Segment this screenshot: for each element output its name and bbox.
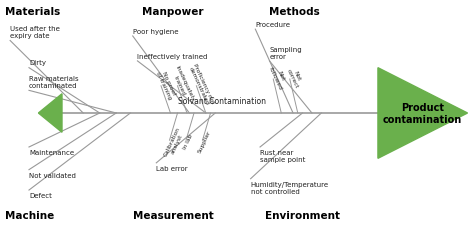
- Text: Not
correct: Not correct: [285, 66, 304, 89]
- Text: In lab: In lab: [182, 133, 194, 150]
- Text: Sampling
error: Sampling error: [270, 46, 302, 59]
- Text: Manpower: Manpower: [142, 7, 204, 17]
- Text: Not validated: Not validated: [29, 172, 76, 178]
- Text: Maintenance: Maintenance: [29, 150, 74, 155]
- Text: Dirty: Dirty: [29, 60, 46, 66]
- Text: Proficiency not
demonstrated: Proficiency not demonstrated: [187, 62, 215, 106]
- Text: No proof
of training: No proof of training: [155, 68, 177, 100]
- Text: Rust near
sample point: Rust near sample point: [260, 150, 305, 163]
- Text: Ineffectively trained: Ineffectively trained: [137, 53, 208, 59]
- Text: Procedure: Procedure: [255, 22, 291, 28]
- Polygon shape: [38, 94, 62, 133]
- Text: Machine: Machine: [5, 210, 55, 220]
- Text: Measurement: Measurement: [133, 210, 213, 220]
- Text: Defect: Defect: [29, 192, 52, 198]
- Text: Methods: Methods: [270, 7, 320, 17]
- Text: Used after the
expiry date: Used after the expiry date: [10, 26, 60, 39]
- Text: Materials: Materials: [5, 7, 61, 17]
- Text: Inadequately
trained: Inadequately trained: [169, 64, 195, 104]
- Polygon shape: [378, 68, 467, 159]
- Text: Lab error: Lab error: [156, 165, 188, 171]
- Text: Calibration
analyst: Calibration analyst: [163, 126, 186, 160]
- Text: Humidity/Temperature
not controlled: Humidity/Temperature not controlled: [251, 181, 329, 194]
- Text: Raw materials
contaminated: Raw materials contaminated: [29, 76, 79, 89]
- Text: Solvant Contamination: Solvant Contamination: [178, 97, 266, 106]
- Text: Not
followed: Not followed: [268, 64, 288, 91]
- Text: Poor hygiene: Poor hygiene: [133, 29, 178, 35]
- Text: Product
contamination: Product contamination: [383, 103, 462, 124]
- Text: Supplier: Supplier: [197, 130, 212, 154]
- Text: Environment: Environment: [265, 210, 340, 220]
